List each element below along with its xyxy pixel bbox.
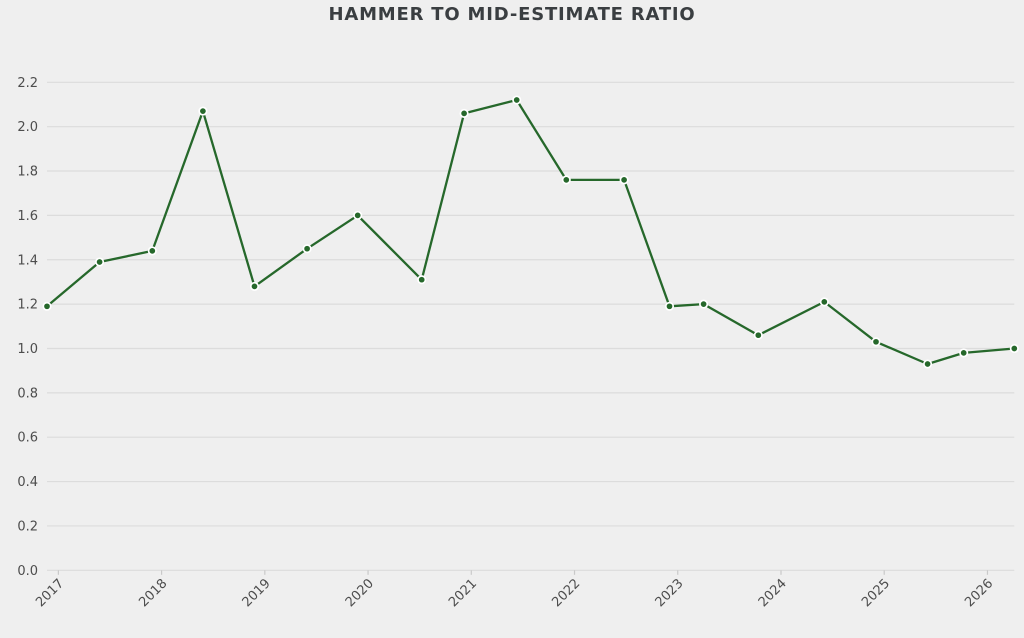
x-tick-label: 2019 [240, 576, 274, 610]
x-tick-label: 2017 [33, 576, 67, 610]
y-tick-label: 1.2 [17, 298, 38, 313]
data-point-marker [147, 246, 157, 256]
y-tick-label: 1.6 [17, 209, 38, 224]
x-tick-label: 2021 [446, 576, 480, 610]
data-point-marker [249, 281, 260, 291]
data-point-marker [42, 301, 52, 311]
data-point-marker [699, 299, 709, 309]
data-point-marker [417, 275, 427, 285]
data-point-marker [923, 359, 933, 369]
y-tick-label: 0.6 [17, 431, 38, 446]
x-tick-label: 2025 [859, 576, 893, 610]
data-point-marker [619, 175, 629, 185]
series-line [45, 98, 1016, 366]
x-tick-label: 2020 [343, 576, 377, 610]
data-point-marker [198, 106, 208, 116]
data-point-marker [871, 337, 881, 347]
data-point-marker [959, 348, 969, 358]
data-point-marker [753, 330, 763, 340]
x-tick-label: 2022 [549, 576, 583, 610]
data-point-marker [512, 95, 522, 105]
x-tick-label: 2018 [136, 576, 170, 610]
x-tick-label: 2023 [653, 576, 687, 610]
y-tick-label: 0.0 [17, 564, 38, 579]
x-tick-label: 2024 [756, 576, 790, 610]
y-tick-label: 2.0 [17, 120, 38, 135]
data-point-marker [353, 210, 363, 220]
x-tick-label: 2026 [962, 576, 996, 610]
data-point-marker [664, 301, 675, 311]
y-tick-label: 1.4 [17, 253, 38, 268]
y-tick-label: 1.0 [17, 342, 38, 357]
data-point-marker [95, 257, 105, 267]
y-tick-label: 0.2 [17, 519, 38, 534]
chart-title: HAMMER TO MID-ESTIMATE RATIO [328, 4, 696, 25]
data-point-marker [302, 244, 312, 254]
y-tick-label: 1.8 [17, 165, 38, 180]
y-tick-label: 0.8 [17, 386, 38, 401]
data-point-marker [459, 108, 469, 118]
y-tick-label: 2.2 [17, 76, 38, 91]
data-point-marker [1009, 343, 1019, 354]
y-tick-label: 0.4 [17, 475, 38, 490]
data-point-marker [819, 297, 829, 307]
data-point-marker [561, 175, 571, 185]
